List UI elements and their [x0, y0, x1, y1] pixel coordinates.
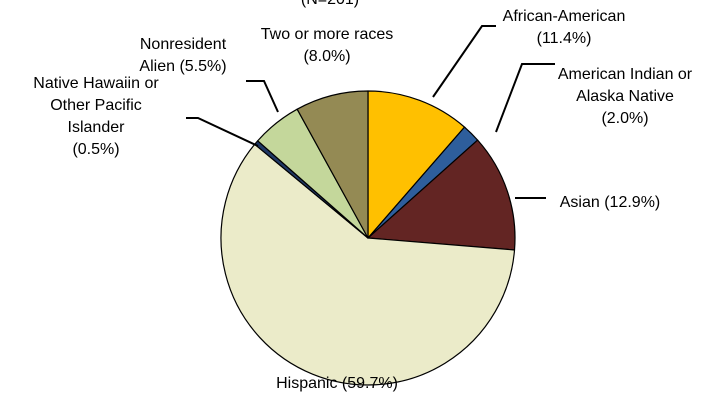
- slice-label-line: (2.0%): [601, 110, 648, 127]
- slice-label-line: Alaska Native: [576, 88, 674, 105]
- slice-label-line: (8.0%): [303, 48, 350, 65]
- slice-label-line: Two or more races: [261, 26, 393, 43]
- leader-lines: [186, 25, 555, 199]
- slice-label-line: African-American: [503, 8, 626, 25]
- slice-label: Two or more races (8.0%): [261, 26, 393, 65]
- chart-title: (N=201): [301, 0, 359, 8]
- slice-label: American Indian or Alaska Native (2.0%): [558, 66, 693, 127]
- pie-slice-two-or-more-races: [296, 90, 369, 239]
- slice-label-line: (11.4%): [537, 30, 592, 47]
- pie-slice-african-american: [367, 90, 466, 239]
- slice-label: Asian (12.9%): [560, 194, 661, 211]
- slice-label-line: Other Pacific: [50, 97, 142, 114]
- leader-line: [495, 63, 555, 133]
- leader-line: [246, 80, 279, 113]
- leader-line: [186, 117, 259, 147]
- slice-label-line: Nonresident: [140, 36, 227, 53]
- slice-label: Native Hawaiin or Other Pacific Islander (0…: [33, 75, 159, 158]
- slice-label-line: Native Hawaiin or: [33, 75, 159, 92]
- pie-slices: [220, 90, 516, 386]
- slice-label-line: (0.5%): [72, 141, 119, 158]
- pie-slice-asian: [367, 139, 516, 251]
- slice-label-line: Alien (5.5%): [139, 58, 226, 75]
- slice-label: African-American (11.4%): [503, 8, 626, 47]
- slice-label-line: Asian (12.9%): [560, 194, 661, 211]
- slice-labels: African-American (11.4%) American Indian o…: [33, 8, 693, 392]
- slice-label-line: Hispanic (59.7%): [276, 375, 398, 392]
- slice-label: Nonresident Alien (5.5%): [139, 36, 226, 75]
- slice-label: Hispanic (59.7%): [276, 375, 398, 392]
- slice-label-line: American Indian or: [558, 66, 693, 83]
- slice-label-line: Islander: [68, 119, 126, 136]
- pie-slice-hispanic: [220, 143, 516, 386]
- leader-line: [432, 25, 496, 98]
